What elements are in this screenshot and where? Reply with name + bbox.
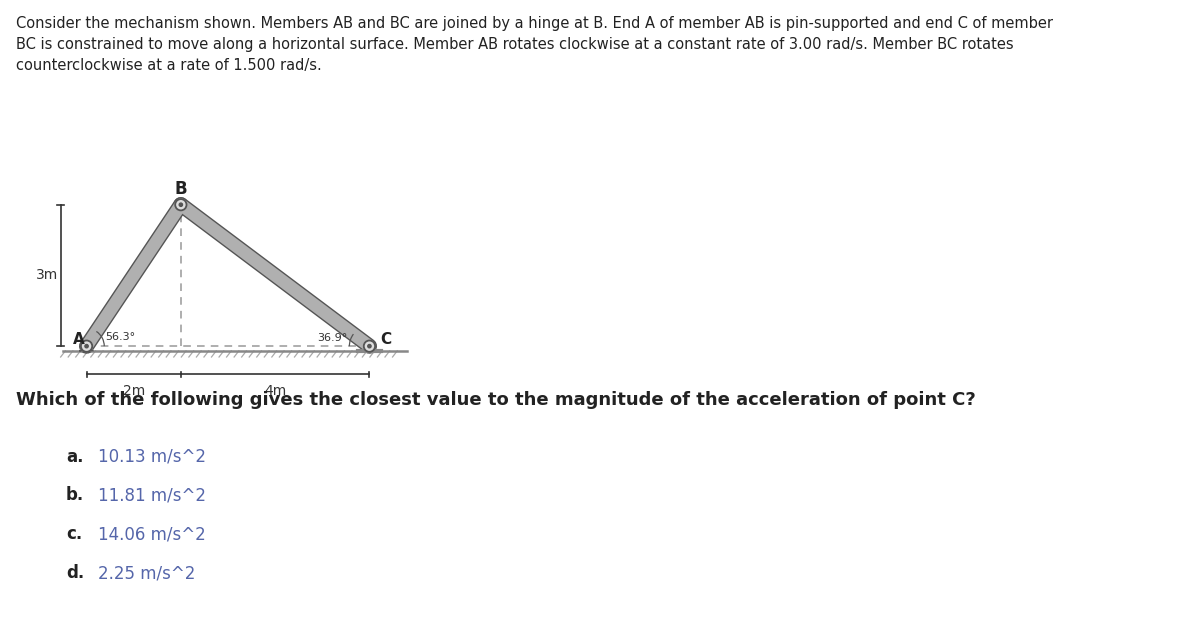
Text: d.: d. (66, 564, 84, 582)
Text: 11.81 m/s^2: 11.81 m/s^2 (98, 486, 206, 505)
Circle shape (85, 344, 89, 348)
Text: B: B (174, 180, 187, 198)
Text: Consider the mechanism shown. Members AB and BC are joined by a hinge at B. End : Consider the mechanism shown. Members AB… (16, 16, 1052, 73)
Text: A: A (73, 332, 85, 347)
Text: 2m: 2m (122, 384, 145, 398)
Text: c.: c. (66, 525, 83, 543)
Text: 14.06 m/s^2: 14.06 m/s^2 (98, 525, 206, 543)
Text: b.: b. (66, 486, 84, 505)
Text: 10.13 m/s^2: 10.13 m/s^2 (98, 448, 206, 466)
Text: 2.25 m/s^2: 2.25 m/s^2 (98, 564, 196, 582)
Text: C: C (380, 332, 391, 347)
Text: 36.9°: 36.9° (318, 334, 348, 344)
Circle shape (367, 344, 371, 348)
Text: Which of the following gives the closest value to the magnitude of the accelerat: Which of the following gives the closest… (16, 391, 976, 409)
Circle shape (80, 341, 92, 352)
Text: 4m: 4m (264, 384, 287, 398)
Text: a.: a. (66, 448, 84, 466)
Text: 56.3°: 56.3° (106, 332, 136, 342)
Circle shape (364, 341, 376, 352)
Circle shape (175, 199, 186, 210)
Polygon shape (80, 346, 94, 351)
Text: 3m: 3m (36, 269, 59, 282)
Circle shape (179, 203, 182, 207)
